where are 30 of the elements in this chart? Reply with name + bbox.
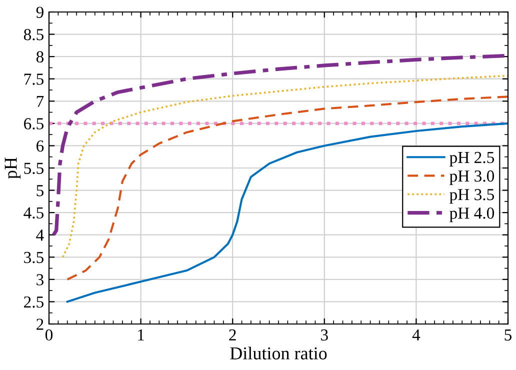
x-tick-label: 3 bbox=[321, 329, 328, 341]
x-tick-label: 0 bbox=[45, 329, 53, 341]
y-tick-label: 3 bbox=[36, 274, 44, 286]
y-tick-label: 3.5 bbox=[24, 252, 44, 264]
line-series bbox=[66, 96, 508, 280]
y-tick-label: 7 bbox=[36, 96, 44, 107]
legend-label: pH 4.0 bbox=[450, 208, 494, 222]
y-tick-label: 4.5 bbox=[24, 207, 44, 219]
legend-label: pH 3.0 bbox=[450, 170, 494, 186]
x-tick-label: 4 bbox=[412, 329, 420, 340]
y-tick-label: 2 bbox=[36, 318, 44, 330]
legend-label: pH 3.5 bbox=[450, 189, 494, 204]
y-tick-label: 4 bbox=[36, 230, 44, 241]
y-tick-label: 2.5 bbox=[24, 296, 44, 308]
y-tick-label: 6.5 bbox=[24, 118, 44, 130]
y-tick-label: 5 bbox=[36, 185, 44, 196]
y-tick-label: 7.5 bbox=[24, 74, 44, 85]
x-tick-label: 1 bbox=[138, 329, 144, 340]
y-tick-label: 9 bbox=[36, 6, 44, 18]
legend-label: pH 2.5 bbox=[450, 152, 494, 167]
y-tick-label: 6 bbox=[36, 140, 44, 152]
y-tick-label: 8.5 bbox=[24, 28, 44, 40]
y-axis-title: pH bbox=[4, 157, 21, 179]
y-tick-label: 8 bbox=[36, 51, 44, 63]
y-tick-label: 5.5 bbox=[24, 162, 44, 174]
x-tick-label: 5 bbox=[504, 330, 512, 341]
line-series bbox=[62, 74, 508, 258]
x-tick-label: 2 bbox=[229, 329, 236, 340]
x-axis-title: Dilution ratio bbox=[230, 346, 327, 360]
line-series bbox=[66, 122, 508, 303]
